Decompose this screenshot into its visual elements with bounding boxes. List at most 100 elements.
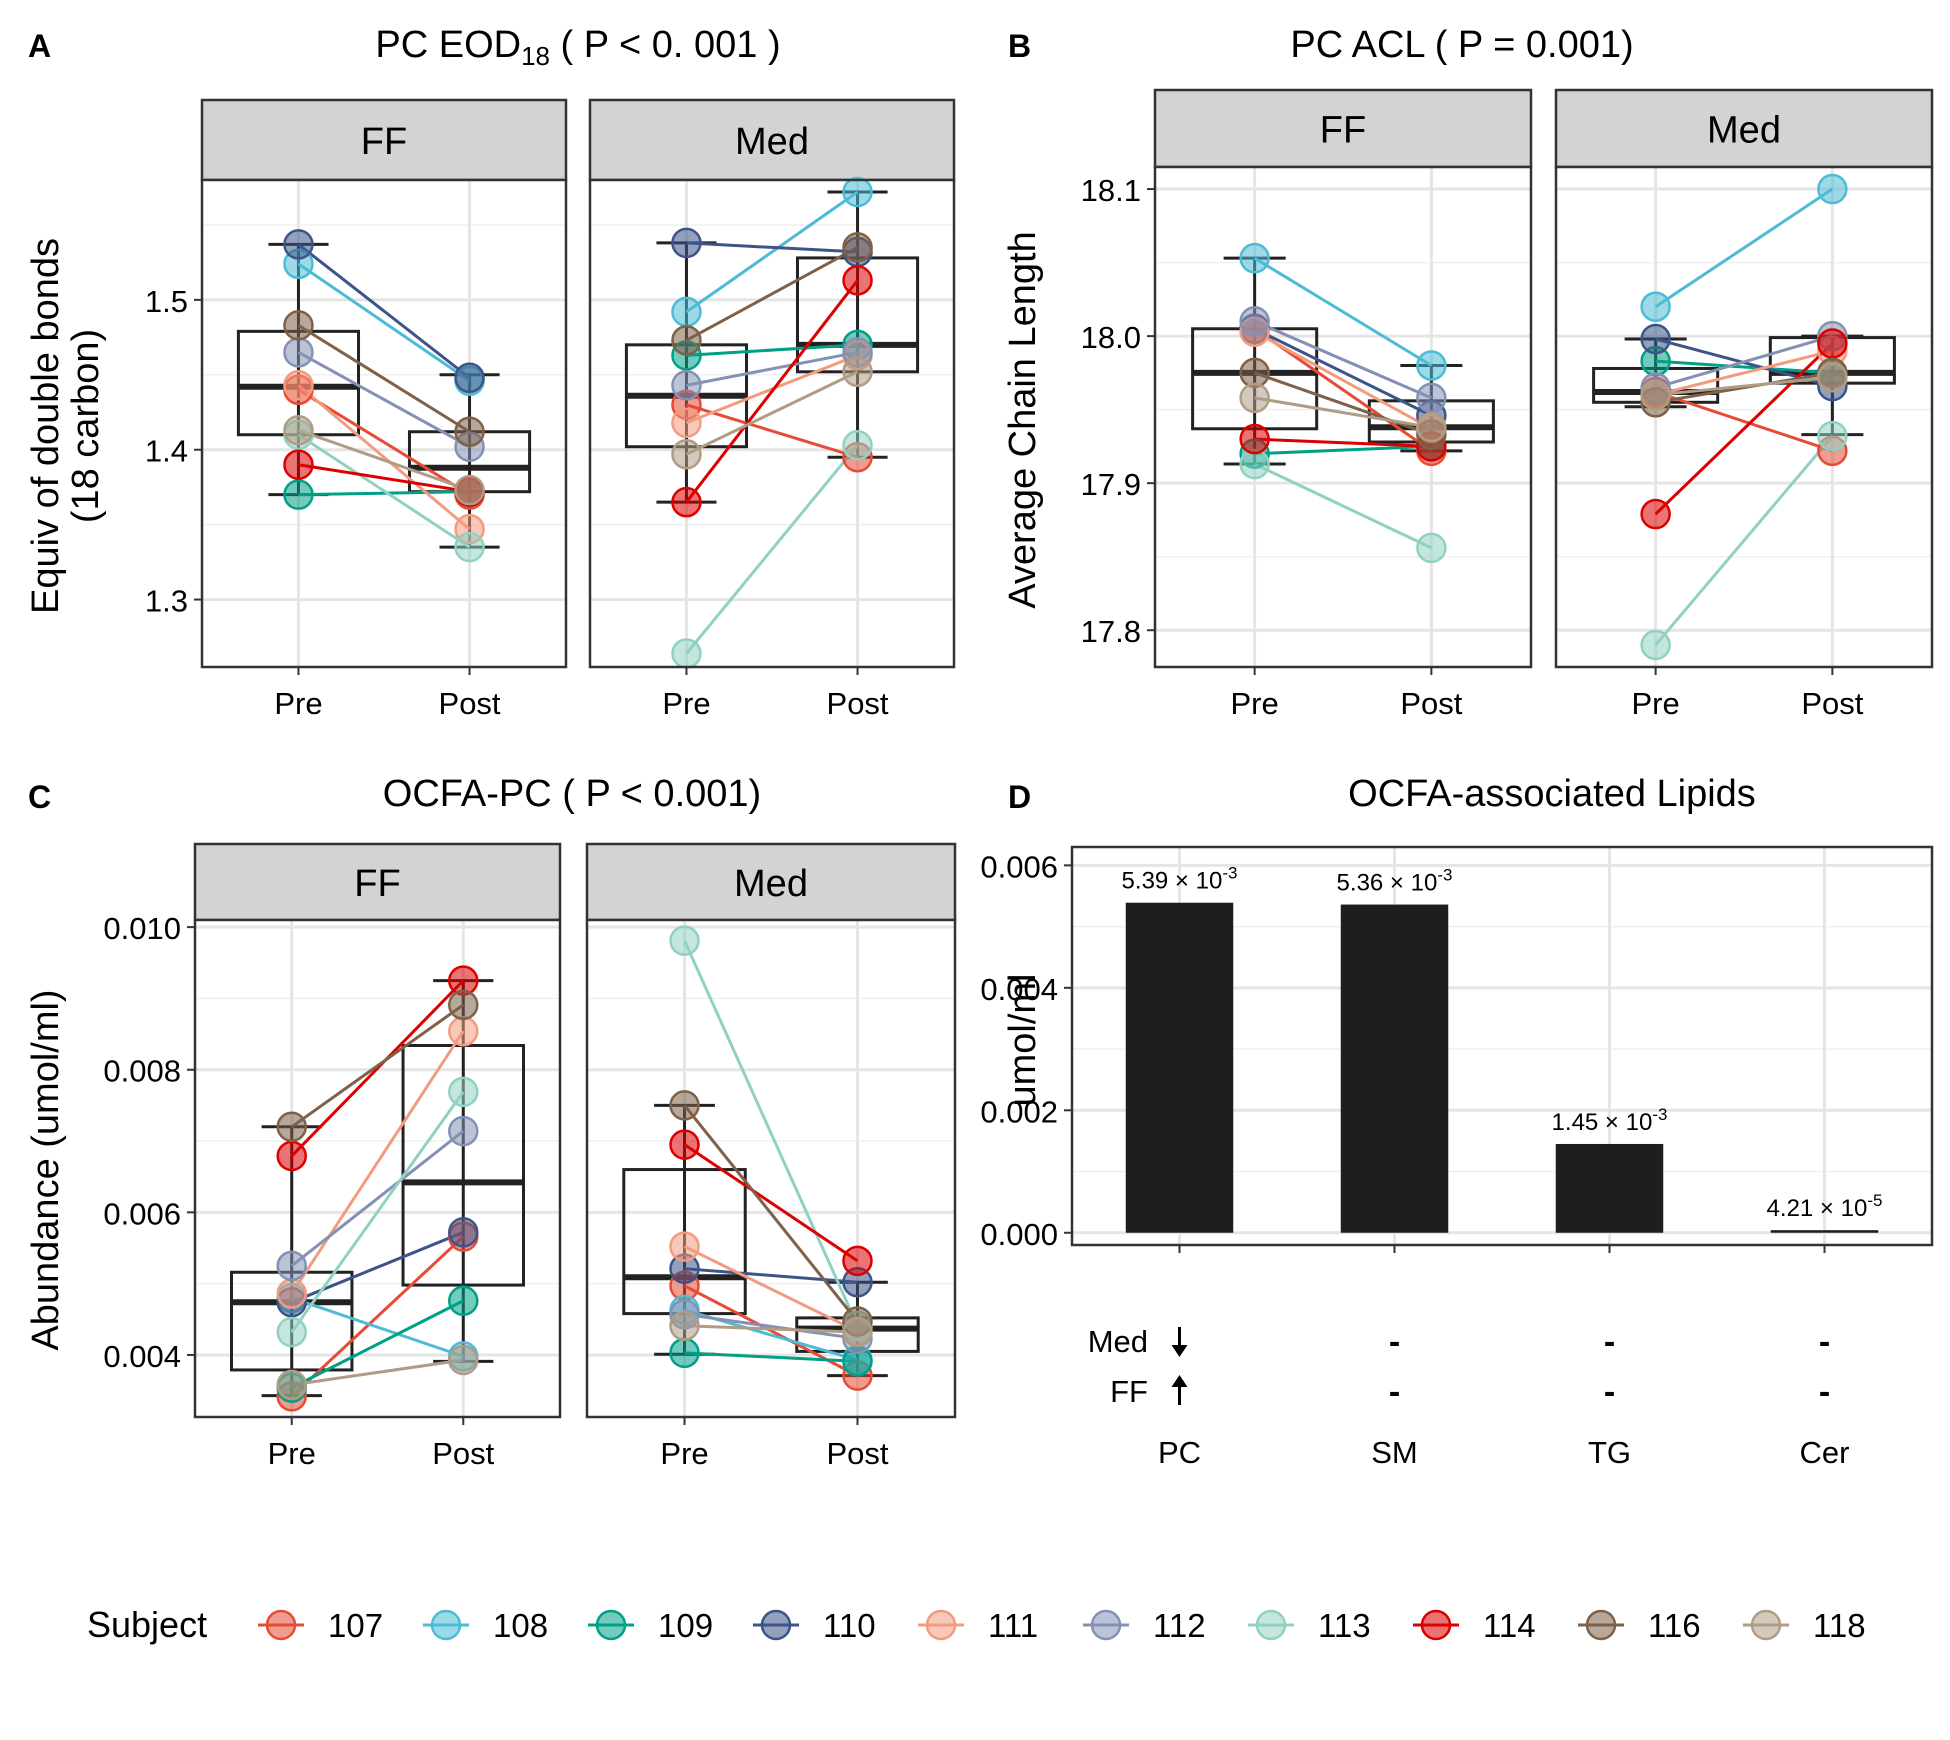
x-tick-label: Pre (1632, 686, 1680, 721)
panel-title: PC EOD18 ( P < 0. 001 ) (375, 24, 780, 71)
data-point-114 (842, 265, 873, 296)
x-tick-label: SM (1371, 1435, 1418, 1470)
x-tick-label: Pre (662, 686, 710, 721)
data-point-116 (669, 1090, 700, 1121)
data-point-111 (283, 370, 314, 401)
y-tick-label: 1.4 (145, 434, 188, 469)
legend-key-point (925, 1609, 957, 1641)
subject-line-112 (1254, 320, 1432, 400)
panel-label: C (28, 779, 51, 815)
data-point-114 (1640, 498, 1671, 530)
plot-frame (588, 178, 956, 669)
x-tick-label: Cer (1800, 1435, 1850, 1470)
subject-line-118 (1655, 375, 1833, 397)
legend-item-label: 111 (988, 1607, 1038, 1644)
facet-strip-label: Med (735, 121, 809, 163)
subject-line-109 (291, 1299, 464, 1390)
data-point-114 (671, 486, 702, 518)
legend-item-113: 113 (1248, 1607, 1371, 1644)
bar-Cer (1770, 1230, 1879, 1233)
data-point-114 (1239, 423, 1270, 455)
legend-item-107: 107 (258, 1607, 383, 1644)
panel-A: A PC EOD18 ( P < 0. 001 ) Equiv of double … (25, 24, 956, 721)
y-tick-label: 17.9 (1081, 467, 1141, 502)
data-point-112 (1239, 306, 1270, 337)
data-point-118 (1239, 382, 1270, 414)
indicator-dash: - (1604, 1373, 1615, 1411)
row-label-FF: FF (1110, 1374, 1148, 1409)
data-point-118 (1416, 412, 1447, 443)
x-tick-label: Pre (1231, 686, 1279, 721)
data-point-118 (842, 356, 873, 388)
bar-value-label: 4.21 × 10-5 (1767, 1191, 1883, 1222)
x-tick-label: Post (439, 686, 501, 721)
subject-line-114 (683, 1143, 859, 1263)
subject-line-110 (1253, 327, 1433, 417)
data-point-116 (276, 1111, 307, 1143)
data-point-111 (276, 1278, 307, 1309)
subject-line-114 (298, 463, 470, 494)
data-point-118 (1817, 362, 1848, 393)
x-tick-label: Post (827, 686, 889, 721)
y-tick-label: 18.0 (1081, 320, 1141, 355)
data-point-112 (671, 370, 702, 401)
bar-label-exponent: -3 (1652, 1105, 1667, 1124)
plot-area (1556, 167, 1932, 667)
data-point-116 (454, 416, 485, 447)
x-tick-label: PC (1158, 1435, 1201, 1470)
data-point-114 (669, 1129, 700, 1160)
data-point-118 (1640, 379, 1671, 411)
data-point-110 (283, 229, 314, 260)
bar-label-exponent: -3 (1222, 864, 1237, 883)
indicator-dash: - (1389, 1323, 1400, 1361)
data-point-110 (454, 362, 485, 394)
panel-title: OCFA-associated Lipids (1348, 773, 1756, 815)
data-point-113 (842, 429, 873, 461)
bar-TG (1555, 1143, 1664, 1233)
data-point-116 (842, 232, 873, 263)
subject-line-107 (1655, 390, 1833, 453)
facet-FF: FF Pre Post (1153, 88, 1533, 721)
plot-frame (1554, 165, 1934, 669)
bar-label-mantissa: 1.45 (1552, 1109, 1599, 1136)
y-axis-label: (18 carbon) (65, 329, 107, 523)
facet-strip-label: Med (734, 863, 808, 905)
legend-item-111: 111 (918, 1607, 1038, 1644)
data-point-108 (671, 296, 702, 328)
legend-item-label: 113 (1318, 1607, 1371, 1644)
subject-line-109 (684, 1351, 858, 1363)
subject-line-118 (297, 428, 471, 492)
legend-item-112: 112 (1083, 1607, 1206, 1644)
data-point-118 (842, 1316, 873, 1348)
subject-line-113 (685, 444, 859, 655)
subject-line-108 (1253, 256, 1433, 367)
subject-line-114 (1254, 437, 1432, 448)
subject-line-113 (683, 940, 859, 1327)
y-tick-label: 0.000 (980, 1217, 1058, 1252)
data-point-113 (669, 925, 700, 956)
subject-line-116 (683, 1104, 859, 1323)
subject-line-112 (290, 1129, 465, 1268)
subject-line-111 (683, 1245, 859, 1333)
facet-strip (193, 842, 562, 922)
data-point-116 (671, 325, 702, 356)
subject-line-112 (297, 351, 471, 449)
bar-label-times: × 10 (1383, 870, 1437, 897)
panel-label: B (1008, 28, 1031, 64)
subject-line-108 (1654, 187, 1834, 308)
data-point-110 (1640, 323, 1671, 355)
data-point-113 (1640, 629, 1671, 661)
subject-line-114 (685, 279, 859, 504)
legend-key-point (1420, 1609, 1452, 1641)
subject-line-111 (1253, 330, 1433, 431)
data-point-118 (276, 1369, 307, 1401)
indicator-dash: - (1819, 1323, 1830, 1361)
x-tick-label: Pre (660, 1436, 708, 1471)
facet-strip-label: Med (1707, 110, 1781, 152)
x-tick-label: Pre (274, 686, 322, 721)
subject-line-113 (1253, 462, 1433, 550)
subject-line-114 (290, 979, 465, 1158)
plot-area (195, 920, 560, 1417)
data-point-118 (671, 438, 702, 470)
